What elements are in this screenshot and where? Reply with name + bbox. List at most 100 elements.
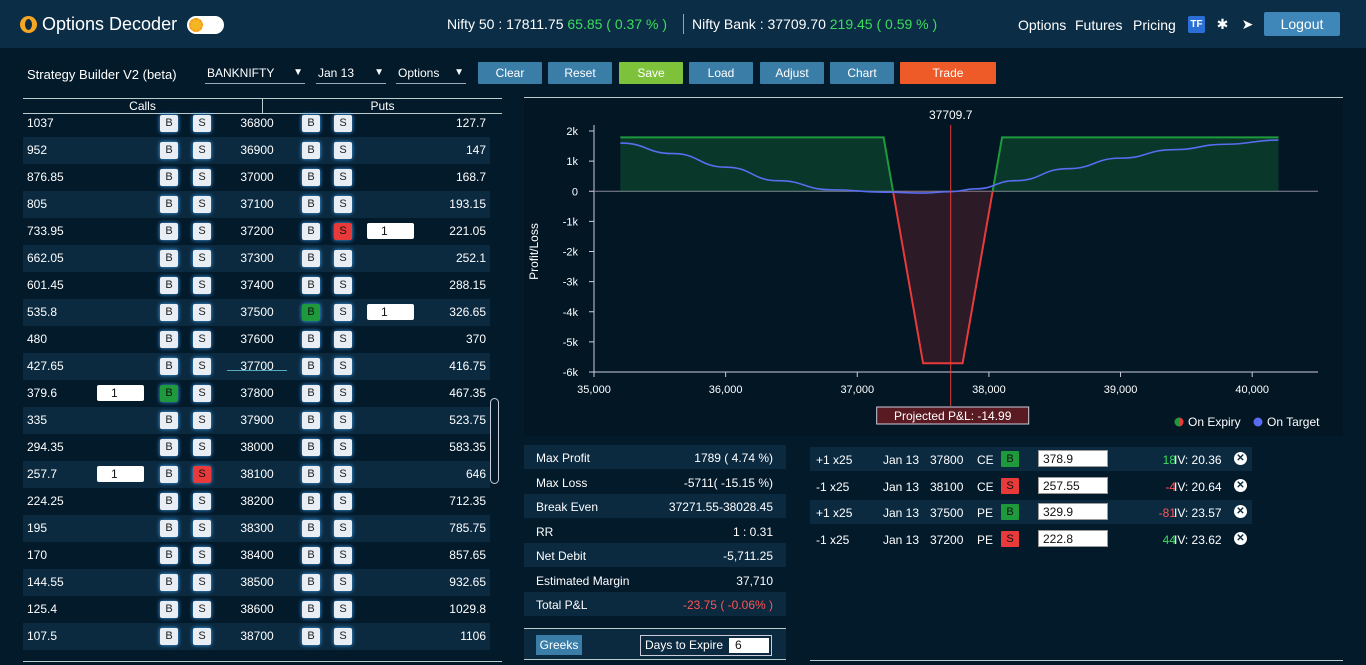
call-buy-button[interactable]: B [160, 520, 178, 537]
dte-input[interactable]: 6 [729, 638, 769, 653]
put-buy-button[interactable]: B [302, 196, 320, 213]
call-sell-button[interactable]: S [193, 250, 211, 267]
call-sell-button[interactable]: S [193, 331, 211, 348]
put-sell-button[interactable]: S [334, 277, 352, 294]
close-icon[interactable]: ✕ [1234, 478, 1247, 492]
position-side-button[interactable]: B [1001, 451, 1019, 467]
put-sell-button[interactable]: S [334, 412, 352, 429]
logout-button[interactable]: Logout [1264, 12, 1340, 36]
put-sell-button[interactable]: S [334, 250, 352, 267]
theme-toggle[interactable] [187, 16, 224, 34]
call-sell-button[interactable]: S [193, 466, 211, 483]
put-buy-button[interactable]: B [302, 547, 320, 564]
close-icon[interactable]: ✕ [1234, 531, 1247, 545]
expiry-select[interactable]: Jan 13 ▼ [316, 64, 386, 84]
close-icon[interactable]: ✕ [1234, 505, 1247, 518]
put-buy-button[interactable]: B [302, 115, 320, 132]
put-sell-button[interactable]: S [334, 304, 352, 321]
call-buy-button[interactable]: B [160, 385, 178, 402]
call-buy-button[interactable]: B [160, 115, 178, 132]
call-buy-button[interactable]: B [160, 250, 178, 267]
call-qty-input[interactable]: 1 [97, 385, 144, 401]
put-sell-button[interactable]: S [334, 142, 352, 159]
call-sell-button[interactable]: S [193, 277, 211, 294]
put-buy-button[interactable]: B [302, 304, 320, 321]
put-buy-button[interactable]: B [302, 574, 320, 591]
call-buy-button[interactable]: B [160, 493, 178, 510]
put-sell-button[interactable]: S [334, 574, 352, 591]
put-buy-button[interactable]: B [302, 169, 320, 186]
nav-options[interactable]: Options [1018, 17, 1067, 33]
call-buy-button[interactable]: B [160, 601, 178, 618]
call-buy-button[interactable]: B [160, 628, 178, 645]
call-sell-button[interactable]: S [193, 493, 211, 510]
call-buy-button[interactable]: B [160, 547, 178, 564]
put-qty-input[interactable]: 1 [367, 223, 414, 239]
call-buy-button[interactable]: B [160, 304, 178, 321]
put-sell-button[interactable]: S [334, 223, 352, 240]
put-buy-button[interactable]: B [302, 520, 320, 537]
call-sell-button[interactable]: S [193, 628, 211, 645]
put-buy-button[interactable]: B [302, 493, 320, 510]
option-chain[interactable]: 1037 B S 36800 B S 127.7 952 B S 36900 B S 147 876.85 B… [23, 110, 490, 662]
position-price-input[interactable]: 257.55 [1038, 476, 1108, 494]
chain-scrollbar[interactable] [490, 398, 499, 484]
position-price-input[interactable]: 222.8 [1038, 529, 1108, 547]
call-buy-button[interactable]: B [160, 466, 178, 483]
call-sell-button[interactable]: S [193, 439, 211, 456]
call-buy-button[interactable]: B [160, 412, 178, 429]
load-button[interactable]: Load [689, 62, 753, 84]
put-sell-button[interactable]: S [334, 520, 352, 537]
put-sell-button[interactable]: S [334, 196, 352, 213]
put-sell-button[interactable]: S [334, 115, 352, 132]
put-buy-button[interactable]: B [302, 439, 320, 456]
position-price-input[interactable]: 378.9 [1038, 450, 1108, 467]
telegram-icon[interactable]: ➤ [1241, 16, 1254, 32]
call-sell-button[interactable]: S [193, 169, 211, 186]
put-sell-button[interactable]: S [334, 385, 352, 402]
position-side-button[interactable]: S [1001, 477, 1019, 494]
tf-logo-icon[interactable]: TF [1188, 16, 1205, 33]
call-sell-button[interactable]: S [193, 142, 211, 159]
call-buy-button[interactable]: B [160, 331, 178, 348]
put-sell-button[interactable]: S [334, 547, 352, 564]
call-buy-button[interactable]: B [160, 439, 178, 456]
call-buy-button[interactable]: B [160, 277, 178, 294]
reset-button[interactable]: Reset [548, 62, 612, 84]
call-sell-button[interactable]: S [193, 115, 211, 132]
call-sell-button[interactable]: S [193, 223, 211, 240]
put-buy-button[interactable]: B [302, 412, 320, 429]
put-buy-button[interactable]: B [302, 142, 320, 159]
put-sell-button[interactable]: S [334, 628, 352, 645]
call-sell-button[interactable]: S [193, 196, 211, 213]
call-buy-button[interactable]: B [160, 574, 178, 591]
symbol-select[interactable]: BANKNIFTY ▼ [205, 64, 305, 84]
put-sell-button[interactable]: S [334, 493, 352, 510]
put-buy-button[interactable]: B [302, 331, 320, 348]
call-sell-button[interactable]: S [193, 304, 211, 321]
call-sell-button[interactable]: S [193, 520, 211, 537]
put-buy-button[interactable]: B [302, 223, 320, 240]
put-sell-button[interactable]: S [334, 466, 352, 483]
close-icon[interactable]: ✕ [1234, 452, 1247, 465]
position-side-button[interactable]: S [1001, 530, 1019, 547]
position-side-button[interactable]: B [1001, 504, 1019, 520]
call-sell-button[interactable]: S [193, 574, 211, 591]
bug-icon[interactable]: ✱ [1216, 16, 1229, 32]
put-sell-button[interactable]: S [334, 601, 352, 618]
call-buy-button[interactable]: B [160, 223, 178, 240]
put-buy-button[interactable]: B [302, 628, 320, 645]
put-buy-button[interactable]: B [302, 385, 320, 402]
save-button[interactable]: Save [619, 62, 683, 84]
chart-button[interactable]: Chart [830, 62, 894, 84]
nav-pricing[interactable]: Pricing [1133, 17, 1176, 33]
put-buy-button[interactable]: B [302, 277, 320, 294]
put-buy-button[interactable]: B [302, 358, 320, 375]
call-sell-button[interactable]: S [193, 412, 211, 429]
clear-button[interactable]: Clear [478, 62, 542, 84]
call-sell-button[interactable]: S [193, 358, 211, 375]
put-buy-button[interactable]: B [302, 466, 320, 483]
call-buy-button[interactable]: B [160, 196, 178, 213]
call-qty-input[interactable]: 1 [97, 466, 144, 482]
payoff-chart[interactable]: 2k 1k 0 -1k -2k -3k -4k -5k -6k 35,000 36,000 37,00… [524, 97, 1343, 436]
